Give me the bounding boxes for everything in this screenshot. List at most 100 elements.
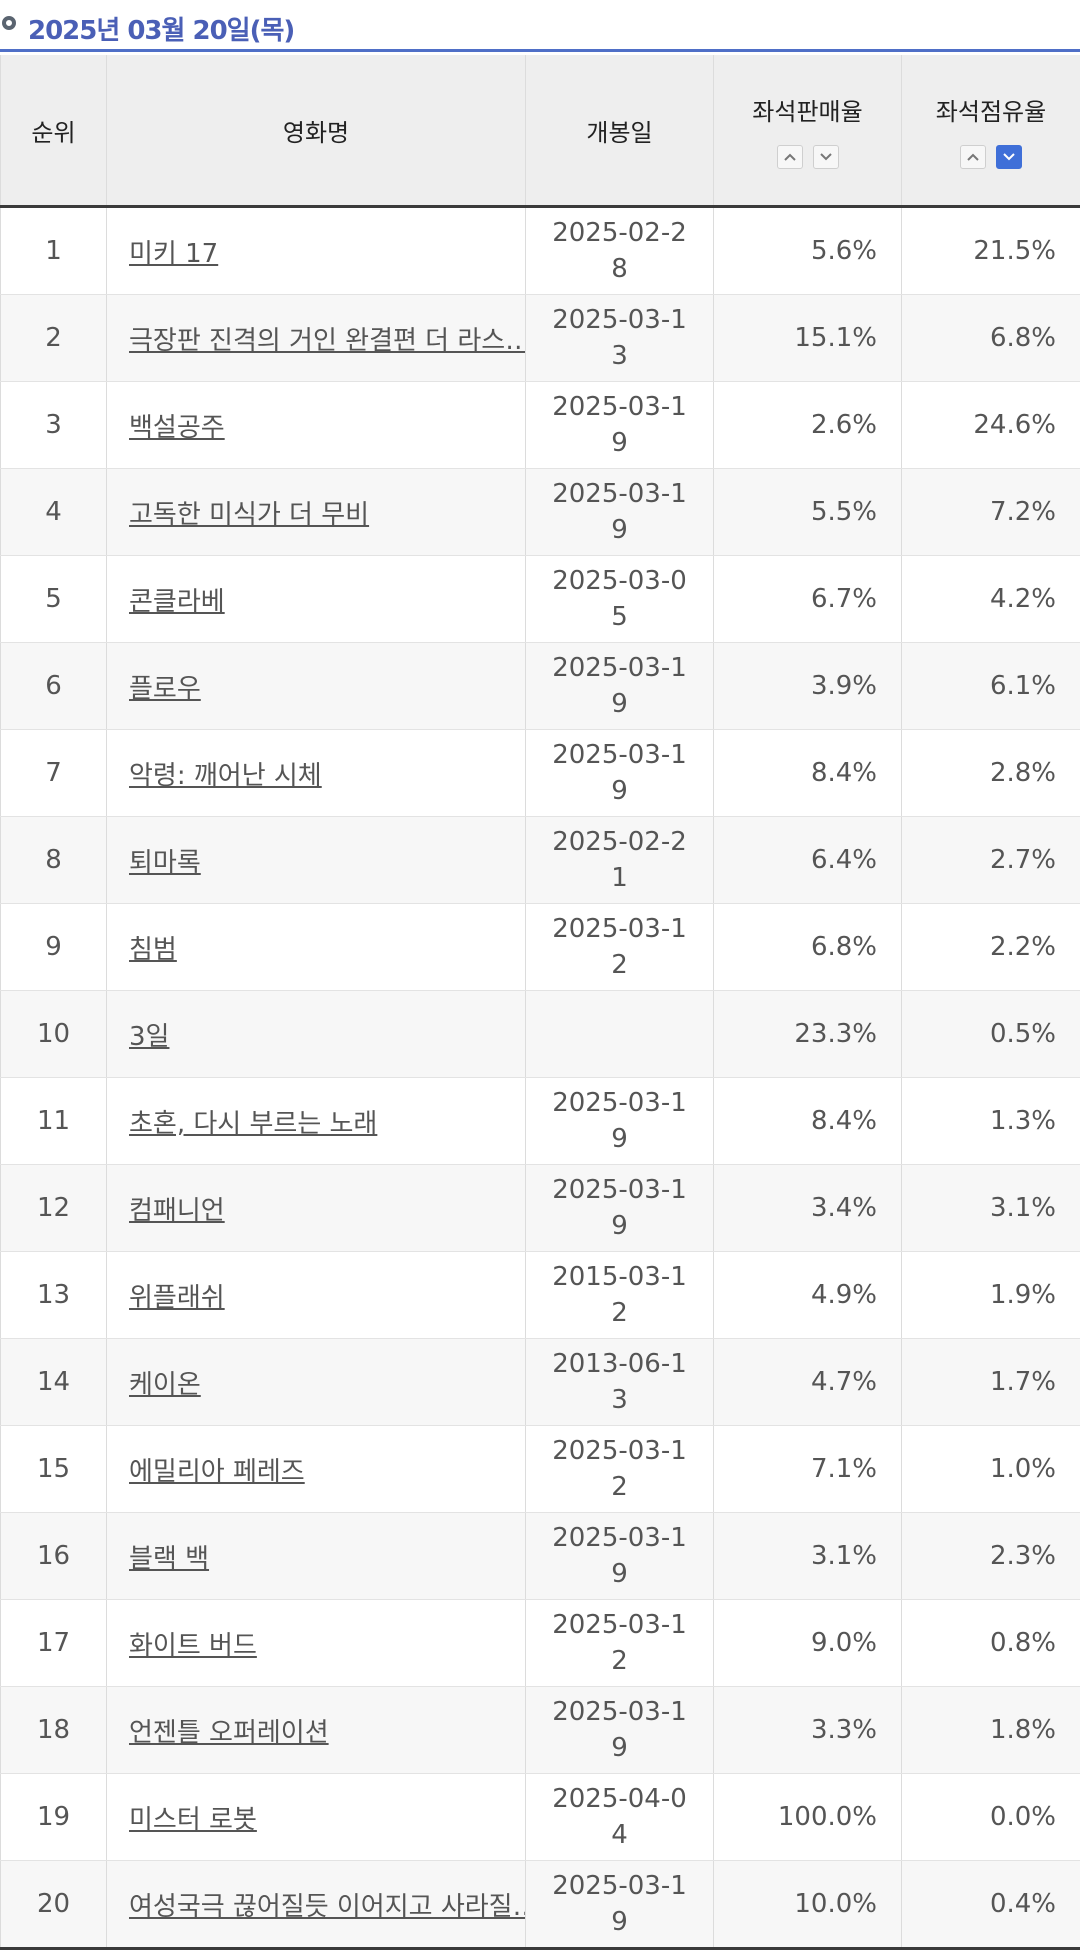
movie-title-link[interactable]: 초혼, 다시 부르는 노래 — [129, 1108, 378, 1139]
column-header-share: 좌석점유율 — [901, 55, 1080, 208]
movie-title-link[interactable]: 플로우 — [129, 673, 201, 704]
title-cell: 3일 — [106, 990, 526, 1078]
rank-cell: 14 — [0, 1338, 107, 1426]
release-date: 2025-02-21 — [552, 827, 687, 893]
release-date-cell: 2013-06-13 — [525, 1338, 714, 1426]
release-date-cell: 2025-03-13 — [525, 294, 714, 382]
release-date: 2025-03-13 — [552, 305, 687, 371]
rank-cell: 20 — [0, 1860, 107, 1950]
movie-title-link[interactable]: 블랙 백 — [129, 1543, 210, 1574]
movie-title-link[interactable]: 위플래쉬 — [129, 1282, 225, 1313]
seat-sales-rate-cell: 5.6% — [713, 206, 902, 295]
sales-sort-asc-button[interactable] — [776, 144, 803, 169]
seat-share-rate-cell: 1.7% — [901, 1338, 1080, 1426]
title-cell: 위플래쉬 — [106, 1251, 526, 1339]
seat-share-rate-cell: 2.7% — [901, 816, 1080, 904]
column-header-sales: 좌석판매율 — [713, 55, 902, 208]
seat-share-rate-cell: 1.8% — [901, 1686, 1080, 1774]
table-header-row: 순위 영화명 개봉일 좌석판매율 좌석점유율 — [0, 55, 1080, 208]
movie-title-link[interactable]: 침범 — [129, 934, 177, 965]
rank-cell: 19 — [0, 1773, 107, 1861]
seat-share-rate-cell: 4.2% — [901, 555, 1080, 643]
share-sort-asc-button[interactable] — [960, 144, 986, 169]
movie-title-link[interactable]: 극장판 진격의 거인 완결편 더 라스… — [129, 325, 526, 356]
rank-cell: 6 — [0, 642, 107, 730]
release-date: 2025-03-19 — [552, 653, 687, 719]
box-office-table: 순위 영화명 개봉일 좌석판매율 좌석점유율 — [0, 55, 1080, 1950]
movie-title-link[interactable]: 화이트 버드 — [129, 1630, 257, 1661]
seat-sales-rate-cell: 9.0% — [713, 1599, 902, 1687]
movie-title-link[interactable]: 콘클라베 — [129, 586, 225, 617]
title-cell: 퇴마록 — [106, 816, 526, 904]
seat-share-rate-cell: 1.9% — [901, 1251, 1080, 1339]
release-date-cell: 2025-03-12 — [525, 1425, 714, 1513]
column-header-rank: 순위 — [0, 55, 107, 208]
seat-sales-rate-cell: 6.4% — [713, 816, 902, 904]
release-date-cell: 2025-03-19 — [525, 1860, 714, 1950]
table-row: 7 악령: 깨어난 시체 2025-03-19 8.4% 2.8% — [0, 729, 1080, 817]
column-header-sales-label: 좌석판매율 — [752, 97, 863, 126]
rank-cell: 5 — [0, 555, 107, 643]
movie-title-link[interactable]: 3일 — [129, 1021, 170, 1052]
seat-sales-rate-cell: 10.0% — [713, 1860, 902, 1950]
movie-title-link[interactable]: 악령: 깨어난 시체 — [129, 760, 322, 791]
movie-title-link[interactable]: 퇴마록 — [129, 847, 201, 878]
rank-cell: 15 — [0, 1425, 107, 1513]
seat-share-rate-cell: 7.2% — [901, 468, 1080, 556]
release-date: 2025-03-19 — [552, 1523, 687, 1589]
sales-sort-desc-button[interactable] — [812, 144, 839, 169]
release-date-cell — [525, 990, 714, 1078]
release-date-cell: 2025-03-12 — [525, 903, 714, 991]
movie-title-link[interactable]: 여성국극 끊어질듯 이어지고 사라질… — [129, 1891, 526, 1922]
table-row: 16 블랙 백 2025-03-19 3.1% 2.3% — [0, 1512, 1080, 1600]
table-row: 15 에밀리아 페레즈 2025-03-12 7.1% 1.0% — [0, 1425, 1080, 1513]
share-sort-desc-button[interactable] — [996, 144, 1022, 169]
release-date: 2015-03-12 — [552, 1262, 687, 1328]
title-cell: 미키 17 — [106, 206, 526, 295]
title-cell: 플로우 — [106, 642, 526, 730]
release-date-cell: 2025-03-12 — [525, 1599, 714, 1687]
table-row: 6 플로우 2025-03-19 3.9% 6.1% — [0, 642, 1080, 730]
movie-title-link[interactable]: 케이온 — [129, 1369, 201, 1400]
rank-cell: 7 — [0, 729, 107, 817]
rank-cell: 10 — [0, 990, 107, 1078]
table-row: 8 퇴마록 2025-02-21 6.4% 2.7% — [0, 816, 1080, 904]
seat-sales-rate-cell: 3.1% — [713, 1512, 902, 1600]
movie-title-link[interactable]: 컴패니언 — [129, 1195, 225, 1226]
seat-sales-rate-cell: 3.4% — [713, 1164, 902, 1252]
seat-sales-rate-cell: 2.6% — [713, 381, 902, 469]
release-date-cell: 2015-03-12 — [525, 1251, 714, 1339]
sales-sort-controls — [714, 144, 901, 169]
movie-title-link[interactable]: 에밀리아 페레즈 — [129, 1456, 305, 1487]
seat-sales-rate-cell: 7.1% — [713, 1425, 902, 1513]
table-row: 11 초혼, 다시 부르는 노래 2025-03-19 8.4% 1.3% — [0, 1077, 1080, 1165]
seat-sales-rate-cell: 100.0% — [713, 1773, 902, 1861]
seat-sales-rate-cell: 5.5% — [713, 468, 902, 556]
table-body: 1 미키 17 2025-02-28 5.6% 21.5% 2 극장판 진격의 거인 완결편… — [0, 206, 1080, 1950]
seat-share-rate-cell: 21.5% — [901, 206, 1080, 295]
movie-title-link[interactable]: 백설공주 — [129, 412, 225, 443]
seat-sales-rate-cell: 23.3% — [713, 990, 902, 1078]
release-date-cell: 2025-02-21 — [525, 816, 714, 904]
seat-sales-rate-cell: 6.7% — [713, 555, 902, 643]
movie-title-link[interactable]: 미키 17 — [129, 238, 219, 269]
title-cell: 콘클라베 — [106, 555, 526, 643]
table-row: 19 미스터 로봇 2025-04-04 100.0% 0.0% — [0, 1773, 1080, 1861]
chevron-down-icon — [819, 152, 832, 160]
seat-share-rate-cell: 0.5% — [901, 990, 1080, 1078]
rank-cell: 12 — [0, 1164, 107, 1252]
rank-cell: 17 — [0, 1599, 107, 1687]
table-row: 18 언젠틀 오퍼레이션 2025-03-19 3.3% 1.8% — [0, 1686, 1080, 1774]
movie-title-link[interactable]: 언젠틀 오퍼레이션 — [129, 1717, 329, 1748]
circle-icon — [2, 16, 16, 30]
seat-share-rate-cell: 2.8% — [901, 729, 1080, 817]
seat-sales-rate-cell: 6.8% — [713, 903, 902, 991]
title-cell: 여성국극 끊어질듯 이어지고 사라질… — [106, 1860, 526, 1950]
seat-share-rate-cell: 24.6% — [901, 381, 1080, 469]
rank-cell: 2 — [0, 294, 107, 382]
title-cell: 미스터 로봇 — [106, 1773, 526, 1861]
title-cell: 화이트 버드 — [106, 1599, 526, 1687]
chevron-up-icon — [783, 153, 796, 161]
movie-title-link[interactable]: 미스터 로봇 — [129, 1804, 257, 1835]
movie-title-link[interactable]: 고독한 미식가 더 무비 — [129, 499, 370, 530]
